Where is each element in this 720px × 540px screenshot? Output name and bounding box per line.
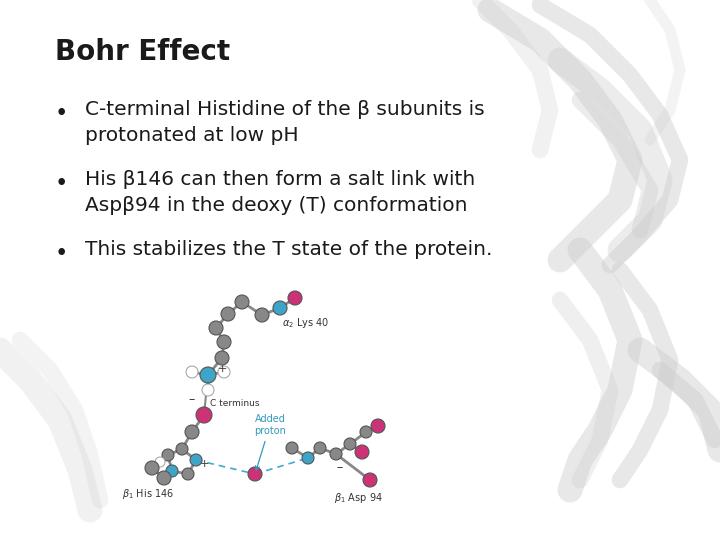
Circle shape bbox=[200, 367, 216, 383]
Circle shape bbox=[371, 419, 385, 433]
Circle shape bbox=[157, 471, 171, 485]
Text: +: + bbox=[218, 364, 228, 374]
Circle shape bbox=[286, 442, 298, 454]
Text: C terminus: C terminus bbox=[210, 400, 259, 408]
Circle shape bbox=[302, 452, 314, 464]
Text: This stabilizes the T state of the protein.: This stabilizes the T state of the prote… bbox=[85, 240, 492, 259]
Text: –: – bbox=[189, 394, 195, 407]
Circle shape bbox=[248, 467, 262, 481]
Circle shape bbox=[344, 438, 356, 450]
Text: •: • bbox=[55, 102, 68, 125]
Circle shape bbox=[235, 295, 249, 309]
Circle shape bbox=[166, 465, 178, 477]
Circle shape bbox=[273, 301, 287, 315]
Circle shape bbox=[209, 321, 223, 335]
Text: His β146 can then form a salt link with: His β146 can then form a salt link with bbox=[85, 170, 475, 189]
Circle shape bbox=[217, 335, 231, 349]
Circle shape bbox=[355, 445, 369, 459]
Text: •: • bbox=[55, 242, 68, 265]
Text: –: – bbox=[337, 462, 343, 475]
Circle shape bbox=[221, 307, 235, 321]
Text: •: • bbox=[55, 172, 68, 195]
Circle shape bbox=[196, 407, 212, 423]
Circle shape bbox=[202, 384, 214, 396]
Text: +: + bbox=[200, 459, 210, 469]
Circle shape bbox=[155, 457, 165, 467]
Text: $\alpha_2$ Lys 40: $\alpha_2$ Lys 40 bbox=[282, 316, 329, 330]
Circle shape bbox=[182, 468, 194, 480]
Circle shape bbox=[185, 425, 199, 439]
Text: $\beta_1$ His 146: $\beta_1$ His 146 bbox=[122, 487, 174, 501]
Text: C-terminal Histidine of the β subunits is: C-terminal Histidine of the β subunits i… bbox=[85, 100, 485, 119]
Circle shape bbox=[215, 351, 229, 365]
Circle shape bbox=[288, 291, 302, 305]
Circle shape bbox=[190, 454, 202, 466]
Circle shape bbox=[330, 448, 342, 460]
Circle shape bbox=[186, 366, 198, 378]
Text: Aspβ94 in the deoxy (T) conformation: Aspβ94 in the deoxy (T) conformation bbox=[85, 196, 467, 215]
Text: Bohr Effect: Bohr Effect bbox=[55, 38, 230, 66]
Text: protonated at low pH: protonated at low pH bbox=[85, 126, 299, 145]
Circle shape bbox=[314, 442, 326, 454]
Text: $\beta_1$ Asp 94: $\beta_1$ Asp 94 bbox=[333, 491, 382, 505]
Text: Added
proton: Added proton bbox=[254, 414, 286, 470]
Circle shape bbox=[363, 473, 377, 487]
Circle shape bbox=[145, 461, 159, 475]
Circle shape bbox=[218, 366, 230, 378]
Circle shape bbox=[176, 443, 188, 455]
Circle shape bbox=[162, 449, 174, 461]
Circle shape bbox=[360, 426, 372, 438]
Circle shape bbox=[255, 308, 269, 322]
